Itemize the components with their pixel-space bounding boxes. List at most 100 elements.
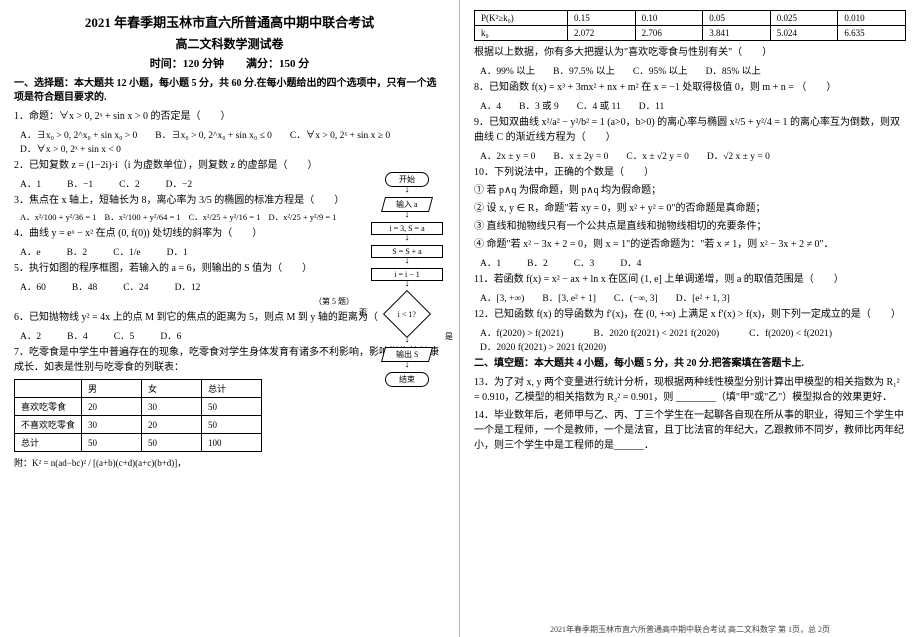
q8-b: B．3 或 9: [519, 98, 559, 112]
q5: 5．执行如图的程序框图，若输入的 a = 6，则输出的 S 值为（ ）: [14, 261, 354, 276]
k-r1: 2.072: [568, 26, 636, 41]
q10-i2: ② 设 x, y ∈ R，命题"若 xy = 0，则 x² + y² = 0"的…: [474, 201, 906, 216]
t7r1c2: 20: [142, 416, 202, 434]
q7b-c: C．95% 以上: [633, 63, 688, 77]
t7r1c1: 30: [82, 416, 142, 434]
q11-b: B．[3, e² + 1]: [542, 290, 596, 304]
q10-c: C．3: [574, 255, 595, 269]
page-footer: 2021年春季期玉林市直六所普通高中期中联合考试 高二文科数学 第 1页，总 2…: [460, 624, 920, 635]
t7r2c1: 50: [82, 434, 142, 452]
q3: 3．焦点在 x 轴上，短轴长为 8，离心率为 3/5 的椭圆的标准方程是（ ）: [14, 193, 354, 208]
fc-no: 否: [359, 307, 367, 318]
q2-b: B．−1: [67, 176, 93, 190]
k-h1: 0.15: [568, 11, 636, 26]
section-b: 二、填空题：本大题共 4 小题，每小题 5 分，共 20 分.把答案填在答题卡上…: [474, 357, 906, 371]
k-h0: P(K²≥k₀): [475, 11, 568, 26]
fc-yes: 是: [445, 331, 453, 342]
q10-i3: ③ 直线和抛物线只有一个公共点是直线和抛物线相切的充要条件；: [474, 219, 906, 234]
t7r2c0: 总计: [15, 434, 82, 452]
t7r0c2: 30: [142, 398, 202, 416]
q10: 10．下列说法中，正确的个数是（ ）: [474, 165, 906, 180]
q6-d: D．6: [160, 328, 181, 342]
q12-opts: A．f(2020) > f(2021) B．2020 f(2021) < 202…: [480, 325, 906, 353]
title: 2021 年春季期玉林市直六所普通高中期中联合考试: [14, 12, 445, 31]
q6-b: B．4: [67, 328, 88, 342]
q12: 12．已知函数 f(x) 的导函数为 f′(x)，在 (0, +∞) 上满足 x…: [474, 307, 906, 322]
q11-opts: A．[3, +∞) B．[3, e² + 1] C．(−∞, 3] D．[e² …: [480, 290, 906, 304]
q4-c: C．1/e: [113, 244, 140, 258]
q4-d: D．1: [167, 244, 188, 258]
k-r5: 6.635: [838, 26, 906, 41]
q11-a: A．[3, +∞): [480, 290, 524, 304]
q9-a: A．2x ± y = 0: [480, 148, 535, 162]
q9-opts: A．2x ± y = 0 B．x ± 2y = 0 C．x ± √2 y = 0…: [480, 148, 906, 162]
q8: 8．已知函数 f(x) = x³ + 3mx² + nx + m² 在 x = …: [474, 80, 906, 95]
q12-c: C．f(2020) < f(2021): [749, 325, 832, 339]
q11: 11．若函数 f(x) = x² − ax + ln x 在区间 (1, e] …: [474, 272, 906, 287]
t7-h3: 总计: [202, 380, 262, 398]
q12-d: D．2020 f(2021) > 2021 f(2020): [480, 339, 606, 353]
q10-a: A．1: [480, 255, 501, 269]
q5-opts: A．60 B．48 C．24 D．12: [20, 279, 354, 293]
q10-opts: A．1 B．2 C．3 D．4: [480, 255, 906, 269]
q3-c: C．x²/25 + y²/16 = 1: [189, 211, 261, 223]
q3-d: D．x²/25 + y²/9 = 1: [268, 211, 336, 223]
q10-b: B．2: [527, 255, 548, 269]
right-column: P(K²≥k₀) 0.15 0.10 0.05 0.025 0.010 k₀ 2…: [460, 0, 920, 637]
section-a: 一、选择题：本大题共 12 小题，每小题 5 分，共 60 分.在每小题给出的四…: [14, 77, 445, 105]
k-r4: 5.024: [770, 26, 838, 41]
t7-h0: [15, 380, 82, 398]
q8-c: C．4 或 11: [577, 98, 621, 112]
q7b: 根据以上数据，你有多大把握认为"喜欢吃零食与性别有关"（ ）: [474, 45, 906, 60]
q4-b: B．2: [67, 244, 88, 258]
t7r2c3: 100: [202, 434, 262, 452]
q2-d: D．−2: [166, 176, 192, 190]
left-column: 2021 年春季期玉林市直六所普通高中期中联合考试 高二文科数学测试卷 时间：1…: [0, 0, 460, 637]
q9: 9．已知双曲线 x²/a² − y²/b² = 1 (a>0，b>0) 的离心率…: [474, 115, 906, 145]
t7r2c2: 50: [142, 434, 202, 452]
k-r2: 2.706: [635, 26, 703, 41]
q2-a: A．1: [20, 176, 41, 190]
fc-end: 结束: [385, 372, 429, 387]
q4-a: A．e: [20, 244, 41, 258]
q9-c: C．x ± √2 y = 0: [626, 148, 689, 162]
k-h5: 0.010: [838, 11, 906, 26]
t7r0c1: 20: [82, 398, 142, 416]
k-r0: k₀: [475, 26, 568, 41]
t7r1c0: 不喜欢吃零食: [15, 416, 82, 434]
q1-d: D．∀x > 0, 2ˣ + sin x < 0: [20, 141, 121, 155]
q12-a: A．f(2020) > f(2021): [480, 325, 563, 339]
k-h3: 0.05: [703, 11, 771, 26]
q11-c: C．(−∞, 3]: [614, 290, 658, 304]
q5-d: D．12: [175, 279, 201, 293]
q10-i4: ④ 命题"若 x² − 3x + 2 = 0，则 x = 1"的逆否命题为："若…: [474, 237, 906, 252]
q6-c: C．5: [114, 328, 135, 342]
q10-i1: ① 若 p∧q 为假命题，则 p∧q 均为假命题；: [474, 183, 906, 198]
k-r3: 3.841: [703, 26, 771, 41]
q3-a: A．x²/100 + y²/36 = 1: [20, 211, 97, 223]
q9-d: D．√2 x ± y = 0: [707, 148, 770, 162]
t7r0c3: 50: [202, 398, 262, 416]
q1: 1．命题：∀x > 0, 2ˣ + sin x > 0 的否定是（ ）: [14, 109, 445, 124]
q6-a: A．2: [20, 328, 41, 342]
k-h2: 0.10: [635, 11, 703, 26]
q1-c: C．∀x > 0, 2ˣ + sin x ≥ 0: [290, 127, 390, 141]
q7b-a: A．99% 以上: [480, 63, 535, 77]
q5-a: A．60: [20, 279, 46, 293]
q13: 13．为了对 x, y 两个变量进行统计分析，现根据两种线性模型分别计算出甲模型…: [474, 375, 906, 405]
q2-c: C．2: [119, 176, 140, 190]
q4: 4．曲线 y = eˣ − x² 在点 (0, f(0)) 处切线的斜率为（ ）: [14, 226, 354, 241]
q3-opts: A．x²/100 + y²/36 = 1 B．x²/100 + y²/64 = …: [20, 211, 354, 223]
q10-d: D．4: [620, 255, 641, 269]
q7b-d: D．85% 以上: [706, 63, 761, 77]
q5-ref: （第 5 题）: [14, 296, 354, 307]
q7b-opts: A．99% 以上 B．97.5% 以上 C．95% 以上 D．85% 以上: [480, 63, 906, 77]
t7-h2: 女: [142, 380, 202, 398]
timing: 时间：120 分钟 满分：150 分: [14, 55, 445, 71]
q8-d: D．11: [639, 98, 665, 112]
q11-d: D．[e² + 1, 3]: [676, 290, 730, 304]
q5-b: B．48: [72, 279, 97, 293]
q7-table: 男 女 总计 喜欢吃零食 20 30 50 不喜欢吃零食 30 20 50 总计…: [14, 379, 262, 452]
q8-a: A．4: [480, 98, 501, 112]
fc-cond: i < 1?: [383, 290, 431, 338]
